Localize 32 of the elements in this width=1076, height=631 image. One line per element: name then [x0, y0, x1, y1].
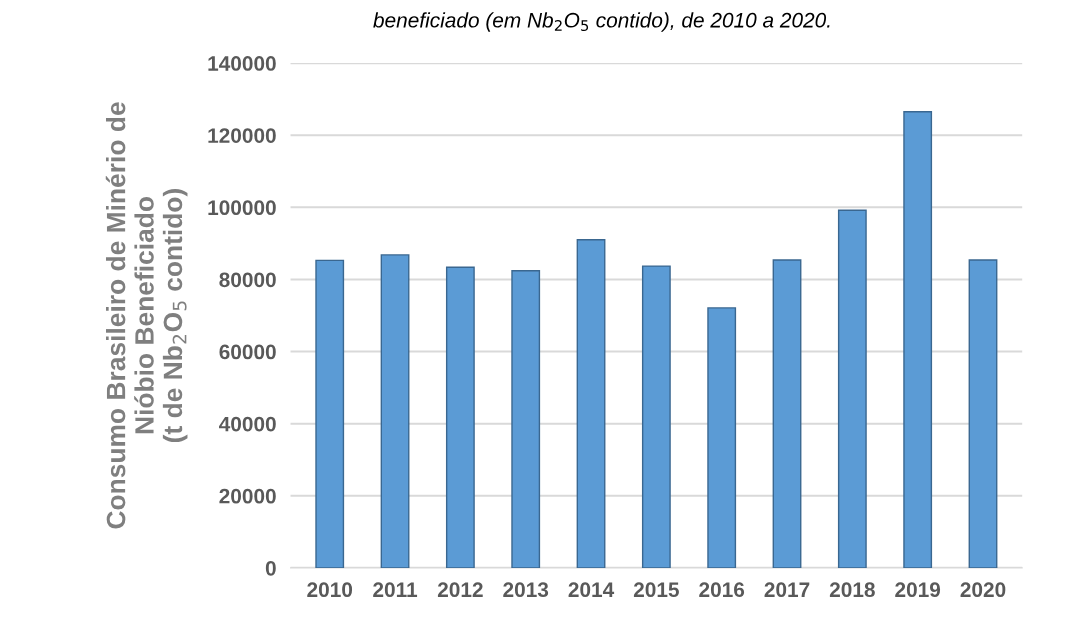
- y-axis-title: Consumo Brasileiro de Minério de Nióbio Beneficiado (t de Nb$_{2}$O$_{5}$ contido): [105, 102, 188, 529]
- y-tick-label: 120000: [208, 128, 276, 143]
- bar: [968, 259, 998, 568]
- x-tick-label: 2018: [829, 582, 875, 598]
- bar: [903, 111, 933, 568]
- bar: [380, 254, 410, 568]
- x-tick-label: 2017: [764, 582, 810, 598]
- y-tick-label: 40000: [219, 416, 276, 432]
- bar: [707, 307, 737, 568]
- x-tick-label: 2013: [503, 582, 549, 598]
- x-tick-label: 2019: [895, 582, 941, 598]
- chart-title: beneficiado (em Nb$_{2}$O$_{5}$ contido), de 2010 a 2020.: [373, 12, 830, 32]
- y-tick-label: 60000: [219, 344, 276, 360]
- x-tick-label: 2011: [373, 582, 418, 598]
- y-tick-label: 100000: [208, 200, 276, 216]
- y-tick-label: 80000: [219, 272, 276, 288]
- bar: [576, 239, 606, 568]
- x-tick-label: 2014: [568, 582, 615, 598]
- x-tick-label: 2012: [437, 582, 483, 598]
- bar: [641, 265, 671, 568]
- y-tick-label: 20000: [219, 488, 276, 504]
- x-tick-label: 2015: [633, 582, 679, 598]
- bar: [445, 266, 475, 568]
- bar: [837, 209, 867, 568]
- x-tick-label: 2016: [699, 582, 745, 598]
- x-tick-label: 2020: [960, 582, 1006, 598]
- bar: [511, 270, 541, 568]
- y-tick-label: 0: [265, 560, 276, 576]
- y-tick-label: 140000: [208, 56, 276, 71]
- x-tick-label: 2010: [307, 582, 353, 598]
- bar: [315, 259, 345, 568]
- bar: [772, 259, 802, 568]
